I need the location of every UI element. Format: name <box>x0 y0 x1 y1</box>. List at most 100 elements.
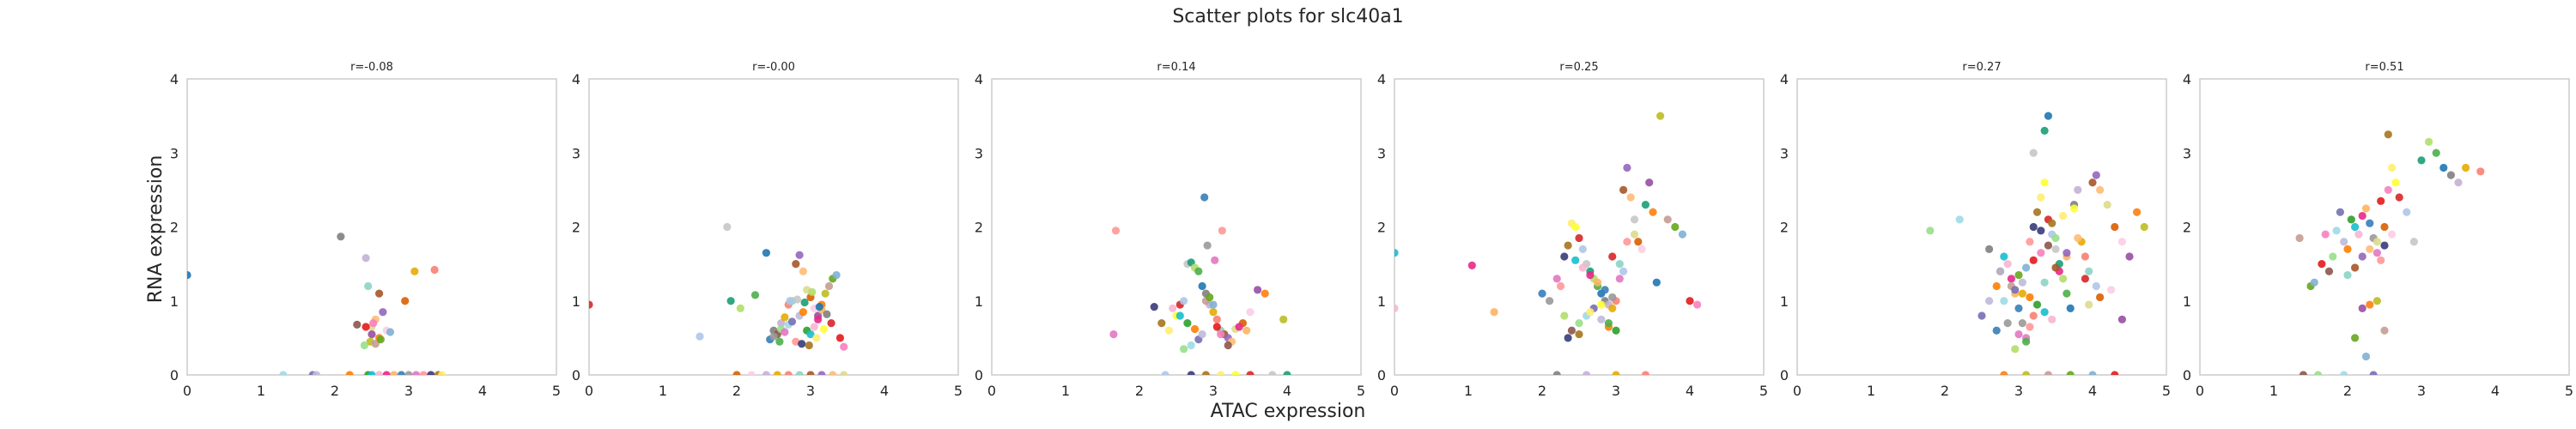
scatter-point <box>2358 211 2366 221</box>
scatter-point <box>2340 238 2348 246</box>
scatter-point <box>1652 278 1661 287</box>
x-tick-label: 4 <box>1283 383 1291 399</box>
scatter-point <box>1198 281 1206 291</box>
scatter-point <box>2040 278 2049 287</box>
scatter-point <box>589 300 593 309</box>
scatter-point <box>784 371 793 375</box>
scatter-point <box>2063 289 2071 298</box>
scatter-point <box>2425 137 2433 146</box>
scatter-point <box>401 297 410 305</box>
x-tick-label: 3 <box>1612 383 1620 399</box>
scatter-point <box>2329 252 2337 261</box>
x-tick-label: 3 <box>2014 383 2023 399</box>
scatter-point <box>2081 275 2089 283</box>
scatter-point <box>2462 163 2470 172</box>
scatter-point <box>382 371 391 375</box>
scatter-point <box>1198 329 1206 339</box>
x-tick-label: 2 <box>1135 383 1144 399</box>
scatter-point <box>369 319 378 328</box>
x-tick-label: 2 <box>732 383 741 399</box>
points <box>2295 130 2485 375</box>
scatter-point <box>2014 329 2023 339</box>
scatter-point <box>1279 315 1288 323</box>
scatter-point <box>2125 252 2134 261</box>
scatter-point <box>2037 193 2045 202</box>
scatter-point <box>806 329 815 339</box>
scatter-point <box>2117 238 2126 246</box>
scatter-point <box>1612 371 1620 375</box>
y-tick-label: 1 <box>975 293 983 310</box>
scatter-point <box>2372 238 2381 246</box>
scatter-point <box>795 371 804 375</box>
y-tick-label: 3 <box>1377 145 1386 161</box>
scatter-point <box>1649 208 1657 216</box>
scatter-point <box>397 371 405 375</box>
subplot-title: r=-0.08 <box>350 61 393 74</box>
y-tick-label: 2 <box>170 220 179 236</box>
y-tick-label: 0 <box>1377 367 1386 384</box>
scatter-point <box>2140 222 2148 232</box>
scatter-point <box>1150 303 1158 311</box>
scatter-point <box>2029 222 2038 232</box>
scatter-point <box>2380 241 2389 250</box>
scatter-point <box>1578 263 1587 272</box>
scatter-point <box>1552 371 1561 375</box>
scatter-point <box>762 371 770 375</box>
scatter-point <box>2111 371 2119 375</box>
y-tick-label: 2 <box>2183 220 2191 236</box>
scatter-point <box>817 371 826 375</box>
points <box>589 222 848 375</box>
scatter-point <box>2074 233 2082 243</box>
y-tick-label: 3 <box>975 145 983 161</box>
scatter-point <box>840 342 848 351</box>
scatter-point <box>1157 319 1166 328</box>
subplot-5: r=0.27 0 1 2 3 4 5 0 1 2 3 4 <box>1780 61 2171 399</box>
x-axis-label: ATAC expression <box>1211 401 1366 422</box>
scatter-point <box>2347 215 2355 224</box>
scatter-point <box>805 341 813 350</box>
scatter-point <box>1608 252 1617 261</box>
scatter-point <box>2310 278 2318 287</box>
scatter-point <box>1201 371 1210 375</box>
subplot-2: r=-0.00 0 1 2 3 4 5 0 1 2 3 4 <box>572 61 963 399</box>
scatter-point <box>2029 148 2038 157</box>
scatter-point <box>2380 222 2389 232</box>
x-tick-label: 1 <box>1464 383 1473 399</box>
scatter-point <box>2403 208 2411 216</box>
scatter-point <box>2340 371 2348 375</box>
scatter-point <box>1206 293 1214 302</box>
scatter-point <box>2358 252 2366 261</box>
scatter-point <box>404 371 413 375</box>
scatter-point <box>2032 208 2042 216</box>
scatter-point <box>773 371 781 375</box>
y-tick-label: 2 <box>572 220 580 236</box>
scatter-point <box>2037 249 2045 257</box>
scatter-point <box>312 371 321 375</box>
scatter-point <box>1586 308 1595 317</box>
plot-area <box>1796 78 2167 376</box>
scatter-point <box>1678 230 1686 239</box>
scatter-point <box>2040 178 2049 187</box>
scatter-point <box>2022 371 2031 375</box>
x-tick-label: 0 <box>1793 383 1801 399</box>
x-tick-label: 0 <box>987 383 996 399</box>
scatter-point <box>1571 222 1580 232</box>
scatter-point <box>2299 371 2307 375</box>
scatter-point <box>2295 233 2304 243</box>
scatter-point <box>1490 308 1498 317</box>
scatter-point <box>2366 300 2374 309</box>
x-tick-label: 4 <box>880 383 889 399</box>
scatter-point <box>361 254 370 263</box>
scatter-point <box>2022 263 2031 272</box>
scatter-point <box>1164 326 1173 335</box>
scatter-point <box>2051 263 2060 272</box>
scatter-point <box>2354 230 2363 239</box>
scatter-point <box>1608 293 1617 302</box>
scatter-point <box>2040 308 2049 317</box>
scatter-point <box>1211 256 1219 264</box>
scatter-point <box>2029 311 2038 320</box>
scatter-point <box>799 267 808 275</box>
x-tick-label: 0 <box>1390 383 1399 399</box>
scatter-point <box>723 222 732 232</box>
